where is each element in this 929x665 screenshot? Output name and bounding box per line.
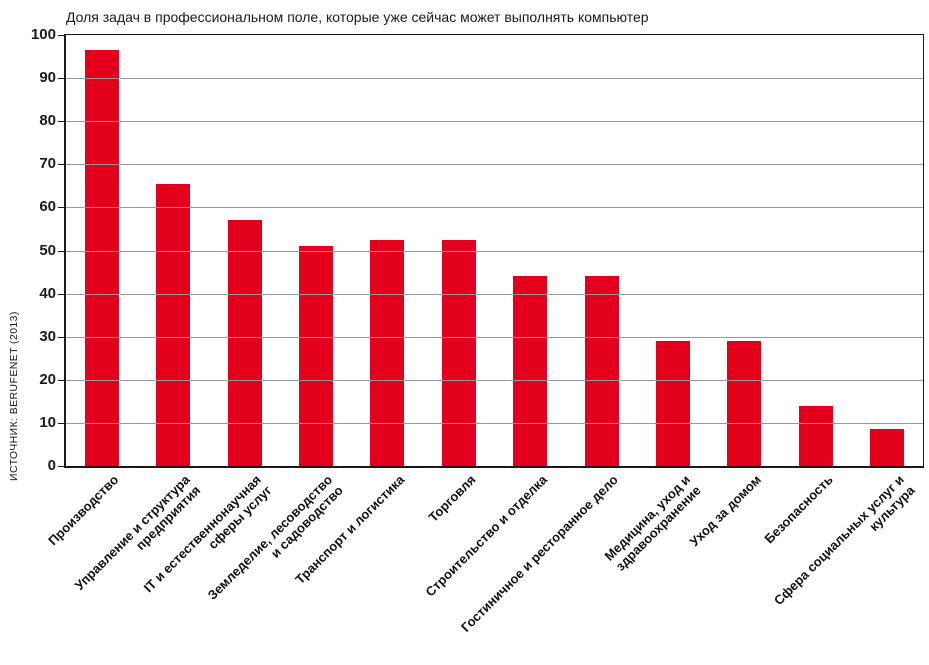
- y-axis-tick: [58, 250, 64, 252]
- y-axis-tick: [58, 164, 64, 166]
- y-axis-tick-label: 60: [39, 198, 56, 216]
- gridline: [66, 379, 923, 381]
- y-axis-tick-label: 80: [39, 112, 56, 130]
- bar: [227, 220, 262, 466]
- y-axis-tick-label: 70: [39, 155, 56, 173]
- y-axis-tick: [58, 422, 64, 424]
- y-axis-tick: [58, 35, 64, 36]
- gridline: [66, 78, 923, 80]
- gridline: [66, 336, 923, 338]
- bar: [584, 276, 619, 466]
- bar: [870, 429, 905, 466]
- x-axis-category-label: Производство: [45, 472, 122, 549]
- bar: [156, 183, 191, 466]
- x-axis-category-label: Уход за домом: [686, 472, 765, 550]
- gridline: [66, 422, 923, 424]
- y-axis-tick-label: 50: [39, 241, 56, 259]
- bar: [798, 405, 833, 466]
- bar: [727, 341, 762, 466]
- y-axis-tick-label: 20: [39, 370, 56, 388]
- y-axis-tick: [58, 121, 64, 123]
- bar: [441, 239, 476, 466]
- y-axis-tick-label: 30: [39, 327, 56, 345]
- bar: [513, 276, 548, 466]
- y-axis-tick: [58, 78, 64, 80]
- gridline: [66, 121, 923, 123]
- y-axis-tick-label: 0: [47, 457, 56, 474]
- x-axis-category-label: Торговля: [425, 472, 479, 525]
- y-axis-tick: [58, 379, 64, 381]
- y-axis-tick-label: 40: [39, 284, 56, 302]
- plot-area: [64, 34, 924, 468]
- x-axis-category-label: Сфера социальных услуг и культура: [770, 472, 918, 609]
- y-axis-tick: [58, 466, 64, 467]
- y-axis-tick-label: 10: [39, 413, 56, 431]
- bar: [370, 239, 405, 466]
- x-axis-category-label: Строительство и отделка: [422, 472, 550, 600]
- y-axis-tick: [58, 207, 64, 209]
- y-axis-tick-label: 90: [39, 69, 56, 87]
- bar: [84, 50, 119, 466]
- x-axis-category-label: Гостиничное и ресторанное дело: [458, 472, 622, 635]
- gridline: [66, 207, 923, 209]
- chart-title: Доля задач в профессиональном поле, кото…: [66, 9, 649, 25]
- y-axis-tick-label: 100: [30, 26, 56, 43]
- x-axis-category-label: Медицина, уход и здравоохранение: [601, 472, 704, 574]
- gridline: [66, 293, 923, 295]
- x-axis-category-label: Безопасность: [761, 472, 836, 547]
- gridline: [66, 164, 923, 166]
- gridline: [66, 250, 923, 252]
- bar: [298, 246, 333, 466]
- y-axis-tick: [58, 336, 64, 338]
- bar: [656, 341, 691, 466]
- y-axis-tick: [58, 293, 64, 295]
